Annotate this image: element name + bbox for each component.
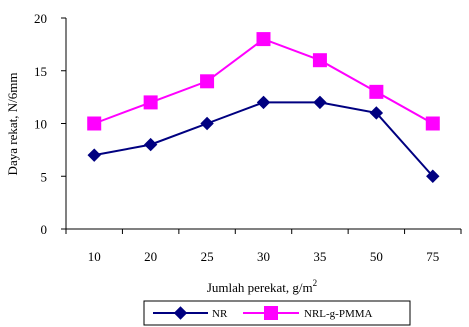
- series-nr-point: [200, 116, 214, 131]
- series-nrl-g-pmma-line: [93, 37, 434, 125]
- series-nrl-g-pmma-point: [369, 84, 384, 99]
- axes: [61, 17, 462, 234]
- legend-label: NRL-g-PMMA: [304, 308, 373, 320]
- x-tick-label: 20: [144, 249, 157, 264]
- y-tick-labels: 0 5 10 15 20: [34, 11, 47, 237]
- y-tick-label: 20: [34, 11, 47, 26]
- y-tick-label: 5: [41, 169, 48, 184]
- x-tick-label: 35: [313, 249, 326, 264]
- y-tick-label: 15: [34, 64, 47, 79]
- x-tick-label: 75: [426, 249, 439, 264]
- series-nrl-g-pmma-point: [425, 116, 440, 131]
- series-layer: [87, 32, 440, 183]
- y-axis-title: Daya rekat, N/6mm: [5, 73, 20, 176]
- series-nrl-g-pmma: [87, 32, 440, 131]
- legend-swatch-marker: [173, 306, 188, 320]
- x-axis-title-text: Jumlah perekat, g/m: [207, 280, 313, 295]
- y-axis-title-text: Daya rekat, N/6mm: [5, 73, 20, 176]
- x-tick-labels: 10 20 25 30 35 50 75: [88, 249, 440, 264]
- legend-item-nrl-g-pmma: NRL-g-PMMA: [243, 306, 373, 320]
- legend-label: NR: [212, 308, 228, 320]
- y-tick-label: 0: [41, 222, 48, 237]
- series-nrl-g-pmma-point: [143, 95, 158, 110]
- series-nrl-g-pmma-point: [87, 116, 102, 131]
- x-tick-label: 25: [201, 249, 214, 264]
- series-nrl-g-pmma-point: [256, 32, 271, 47]
- series-nr-point: [256, 95, 271, 110]
- series-nrl-g-pmma-point: [312, 53, 327, 68]
- x-tick-label: 10: [88, 249, 101, 264]
- x-tick-label: 50: [370, 249, 383, 264]
- legend-item-nr: NR: [153, 306, 228, 320]
- series-nr-point: [143, 137, 158, 152]
- series-nr-point: [313, 95, 327, 110]
- x-tick-label: 30: [257, 249, 270, 264]
- series-nr-point: [369, 106, 384, 120]
- y-tick-label: 10: [34, 117, 47, 132]
- series-nr-point: [87, 148, 101, 162]
- legend-swatch-marker: [264, 306, 278, 320]
- x-axis-title-superscript: 2: [313, 278, 318, 288]
- series-nrl-g-pmma-point: [200, 74, 215, 89]
- series-nr-point: [426, 169, 440, 183]
- series-nr: [87, 95, 440, 183]
- legend: NR NRL-g-PMMA: [143, 300, 411, 326]
- x-axis-title: Jumlah perekat, g/m2: [207, 278, 317, 295]
